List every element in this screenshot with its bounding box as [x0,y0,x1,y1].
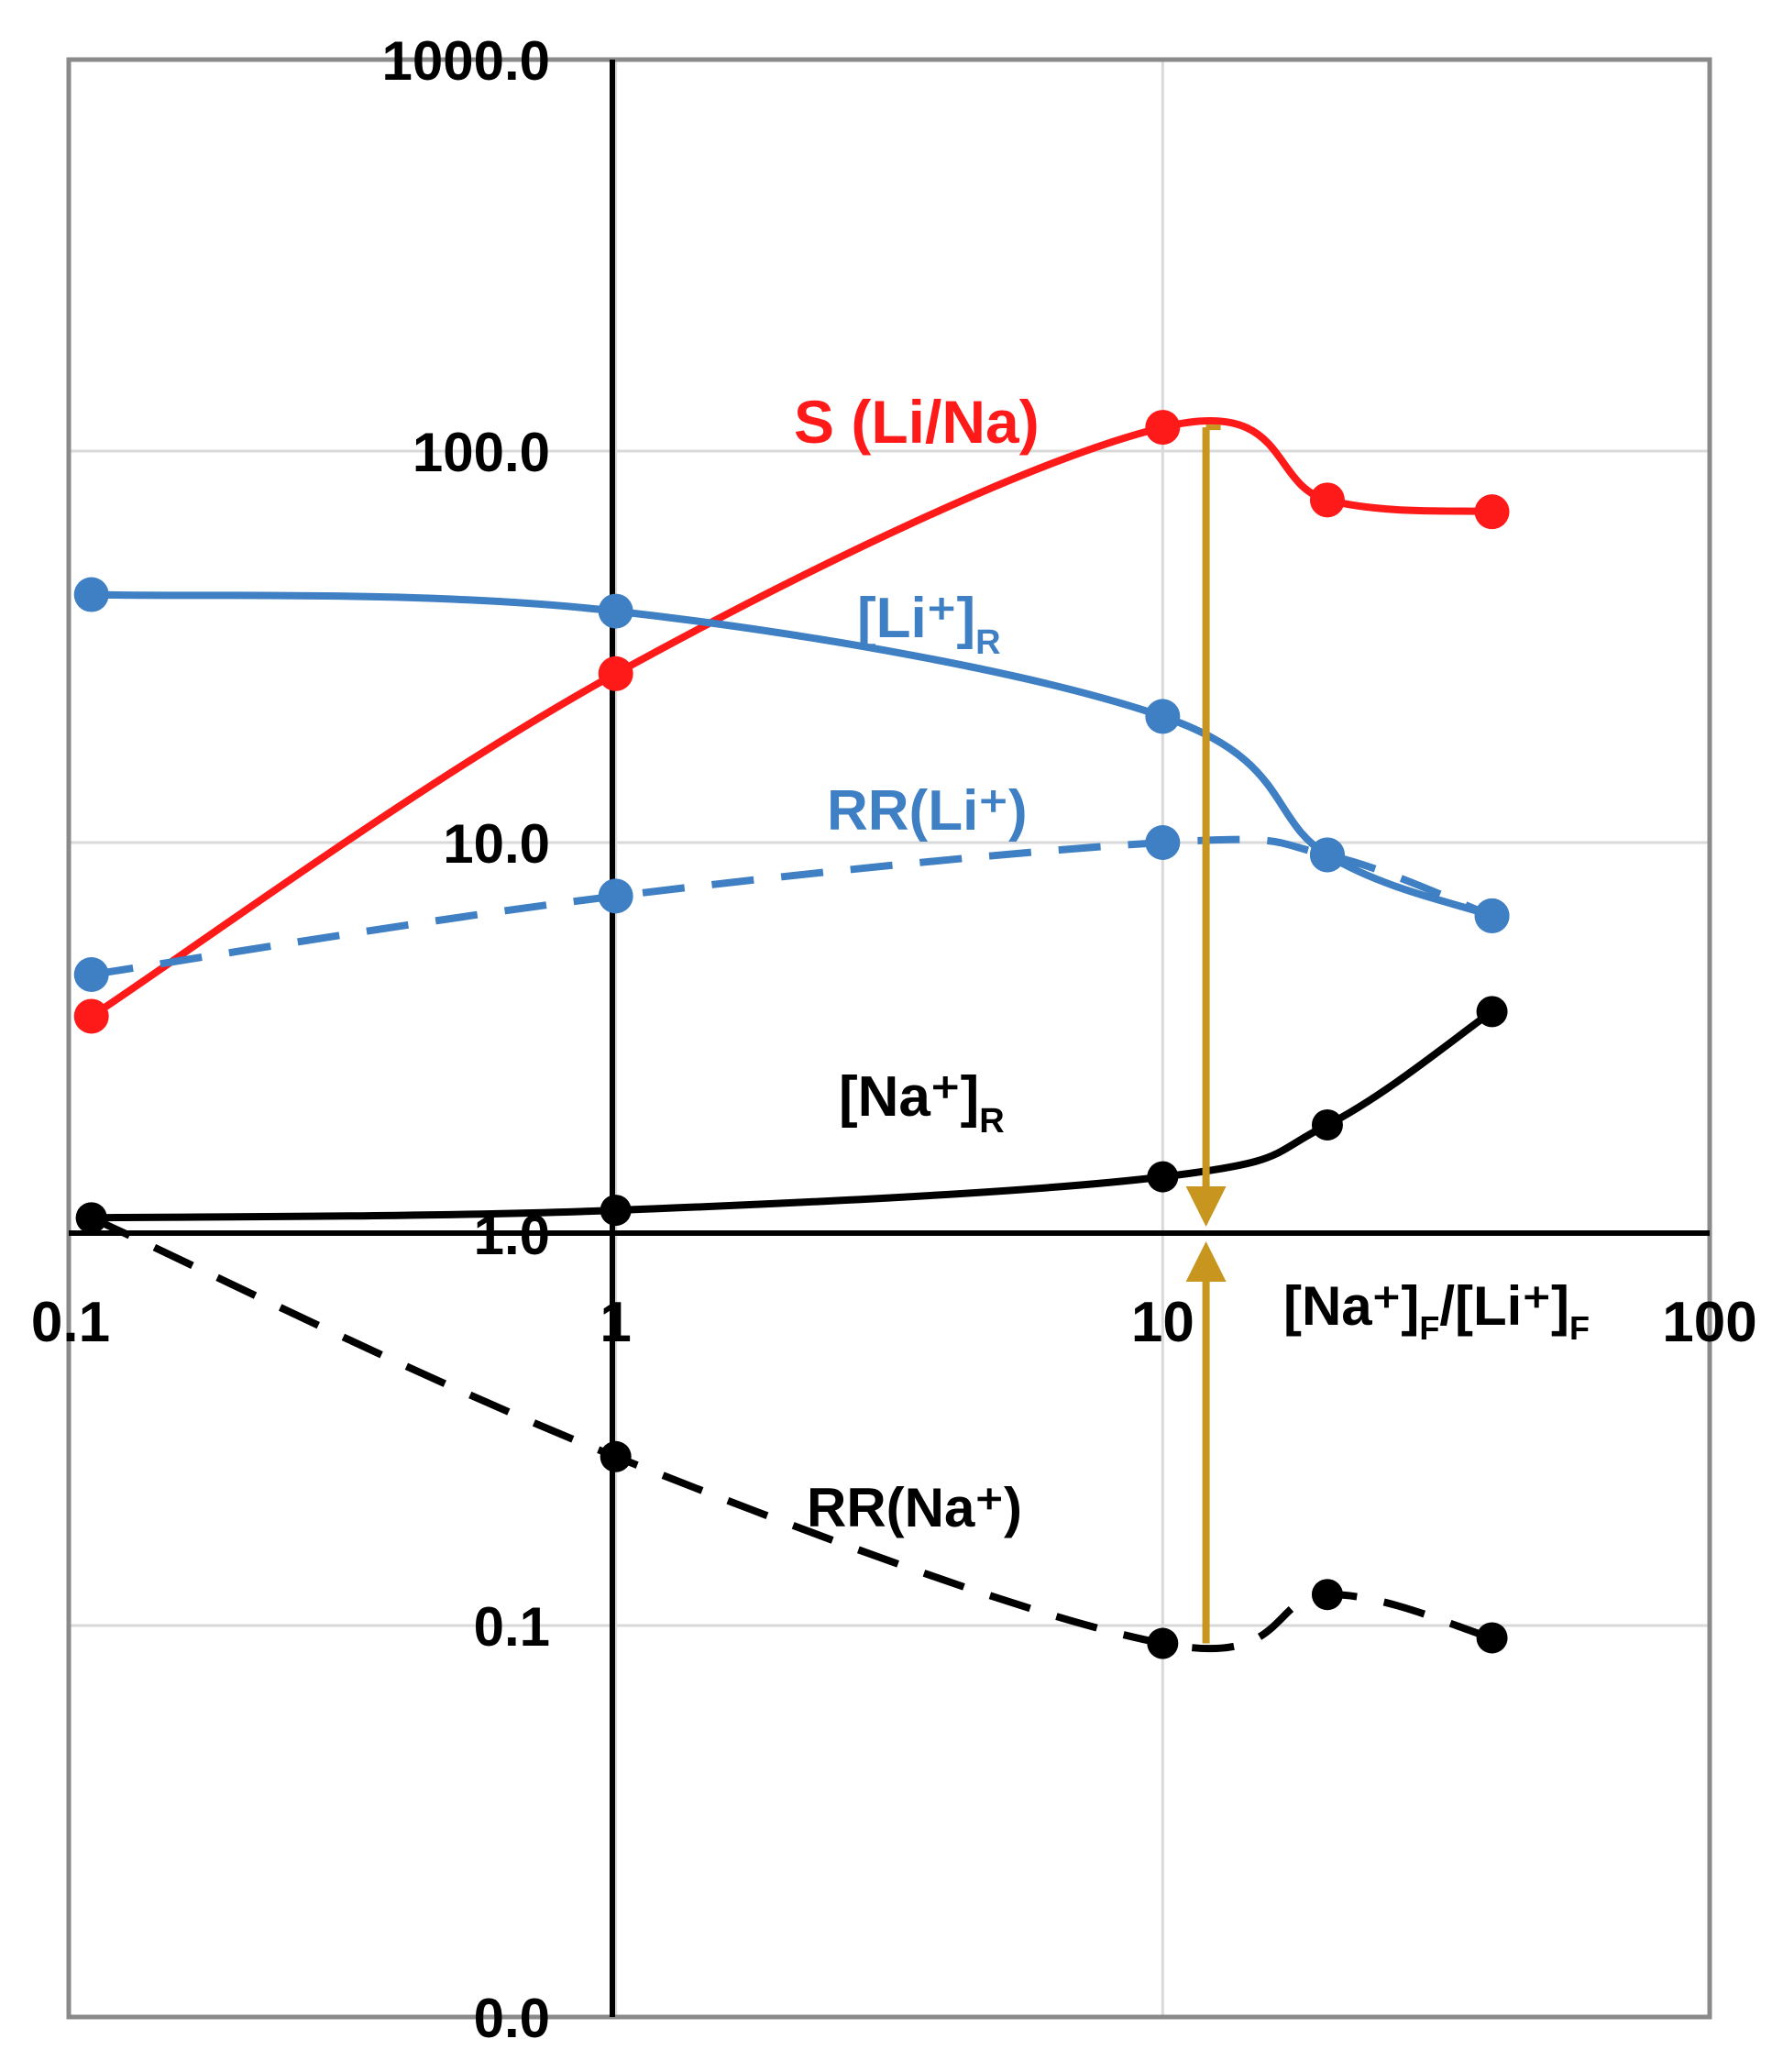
series-label-rr-li: RR(Li⁺) [827,779,1028,843]
data-point-li_r-1 [598,593,633,629]
series-line-na_r [91,1008,1494,1222]
series-rr_li [73,825,1510,993]
y-tick-label-2: 10.0 [443,813,550,875]
series-label-na-r-main: [Na⁺] [839,1065,979,1129]
tick-labels: 1000.0 100.0 10.0 1.0 0.1 0.0 0.1 1 10 100 [31,30,1757,2049]
series-label-na-r-sub: R [979,1102,1004,1141]
data-point-rr_na-0 [75,1202,107,1234]
x-axis-label-slash: /[Li⁺] [1439,1275,1569,1337]
series-label-li-r: [Li⁺]R [857,587,1001,662]
data-point-li_r-2 [1145,699,1181,734]
series-s_li_na [73,410,1510,1034]
x-axis-label-sub1: F [1419,1309,1439,1347]
data-point-s_li_na-3 [1309,482,1345,518]
data-point-rr_li-1 [598,878,633,914]
y-tick-label-3: 1.0 [474,1205,550,1266]
y-tick-label-4: 0.1 [474,1596,550,1658]
data-point-rr_na-2 [1147,1627,1179,1659]
data-point-li_r-0 [73,577,109,612]
x-axis-label-main: [Na⁺] [1283,1275,1419,1337]
data-point-rr_na-3 [1311,1579,1343,1611]
x-axis-label-sub2: F [1569,1309,1590,1347]
annotation-arrow [1185,424,1227,1644]
series-label-rr-na: RR(Na⁺) [807,1477,1022,1538]
data-point-s_li_na-2 [1145,410,1181,446]
axes [69,60,1710,2017]
x-tick-label-1: 1 [600,1291,631,1354]
y-tick-label-0: 1000.0 [381,30,550,92]
series-line-rr_li [91,835,1493,978]
series-rr_na [75,1202,1508,1659]
series-label-na-r: [Na⁺]R [839,1065,1005,1141]
data-point-na_r-1 [600,1195,632,1227]
y-tick-label-1: 100.0 [413,422,550,483]
series-label-li-r-main: [Li⁺] [857,587,975,650]
data-point-rr_li-4 [1474,898,1510,933]
data-point-na_r-4 [1476,996,1508,1028]
series-na_r [75,996,1508,1234]
series-layer [73,410,1510,1659]
data-point-na_r-2 [1147,1161,1179,1193]
data-point-rr_li-2 [1145,825,1181,860]
arrowhead-up [1185,1241,1227,1282]
x-tick-label-0: 0.1 [31,1291,110,1354]
data-point-s_li_na-4 [1474,494,1510,530]
x-tick-label-3: 100 [1662,1291,1756,1354]
data-point-rr_na-4 [1476,1622,1508,1654]
data-point-rr_li-3 [1309,837,1345,873]
data-point-na_r-3 [1311,1108,1343,1141]
x-tick-label-2: 10 [1131,1291,1194,1354]
data-point-s_li_na-0 [73,998,109,1034]
data-point-s_li_na-1 [598,656,633,691]
series-label-li-r-sub: R [975,623,1000,662]
series-label-s-li-na: S (Li/Na) [794,388,1040,456]
x-axis-label: [Na⁺]F/[Li⁺]F [1283,1275,1590,1347]
data-point-rr_li-0 [73,957,109,993]
plot-frame [66,57,1712,2020]
data-point-rr_na-1 [600,1440,632,1472]
arrowhead-down [1185,1186,1227,1227]
y-tick-label-5: 0.0 [474,1988,550,2049]
